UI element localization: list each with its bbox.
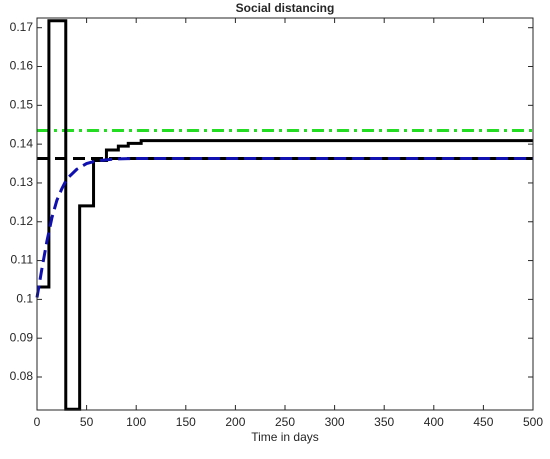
- x-tick-label: 350: [374, 415, 394, 429]
- x-tick-label: 100: [126, 415, 146, 429]
- y-tick-label: 0.16: [10, 59, 34, 73]
- y-tick-label: 0.14: [10, 136, 34, 150]
- plot-area: [37, 18, 533, 410]
- x-axis-label: Time in days: [251, 430, 319, 444]
- axes-box: [36, 17, 534, 411]
- x-tick-label: 50: [80, 415, 94, 429]
- x-tick-label: 150: [176, 415, 196, 429]
- x-tick-label: 300: [325, 415, 345, 429]
- x-tick-label: 450: [473, 415, 493, 429]
- series-line: [37, 19, 533, 411]
- y-tick-label: 0.15: [10, 97, 34, 111]
- y-tick-label: 0.13: [10, 175, 34, 189]
- chart-title: Social distancing: [236, 1, 335, 15]
- x-tick-label: 400: [424, 415, 444, 429]
- series-line: [35, 156, 533, 298]
- x-tick-label: 500: [523, 415, 543, 429]
- x-tick-label: 0: [34, 415, 41, 429]
- y-tick-label: 0.1: [16, 292, 33, 306]
- x-tick-label: 200: [225, 415, 245, 429]
- y-tick-label: 0.08: [10, 369, 34, 383]
- y-tick-label: 0.11: [11, 253, 34, 267]
- y-tick-label: 0.09: [10, 330, 34, 344]
- x-tick-label: 250: [275, 415, 295, 429]
- y-tick-label: 0.17: [10, 20, 34, 34]
- y-tick-label: 0.12: [10, 214, 34, 228]
